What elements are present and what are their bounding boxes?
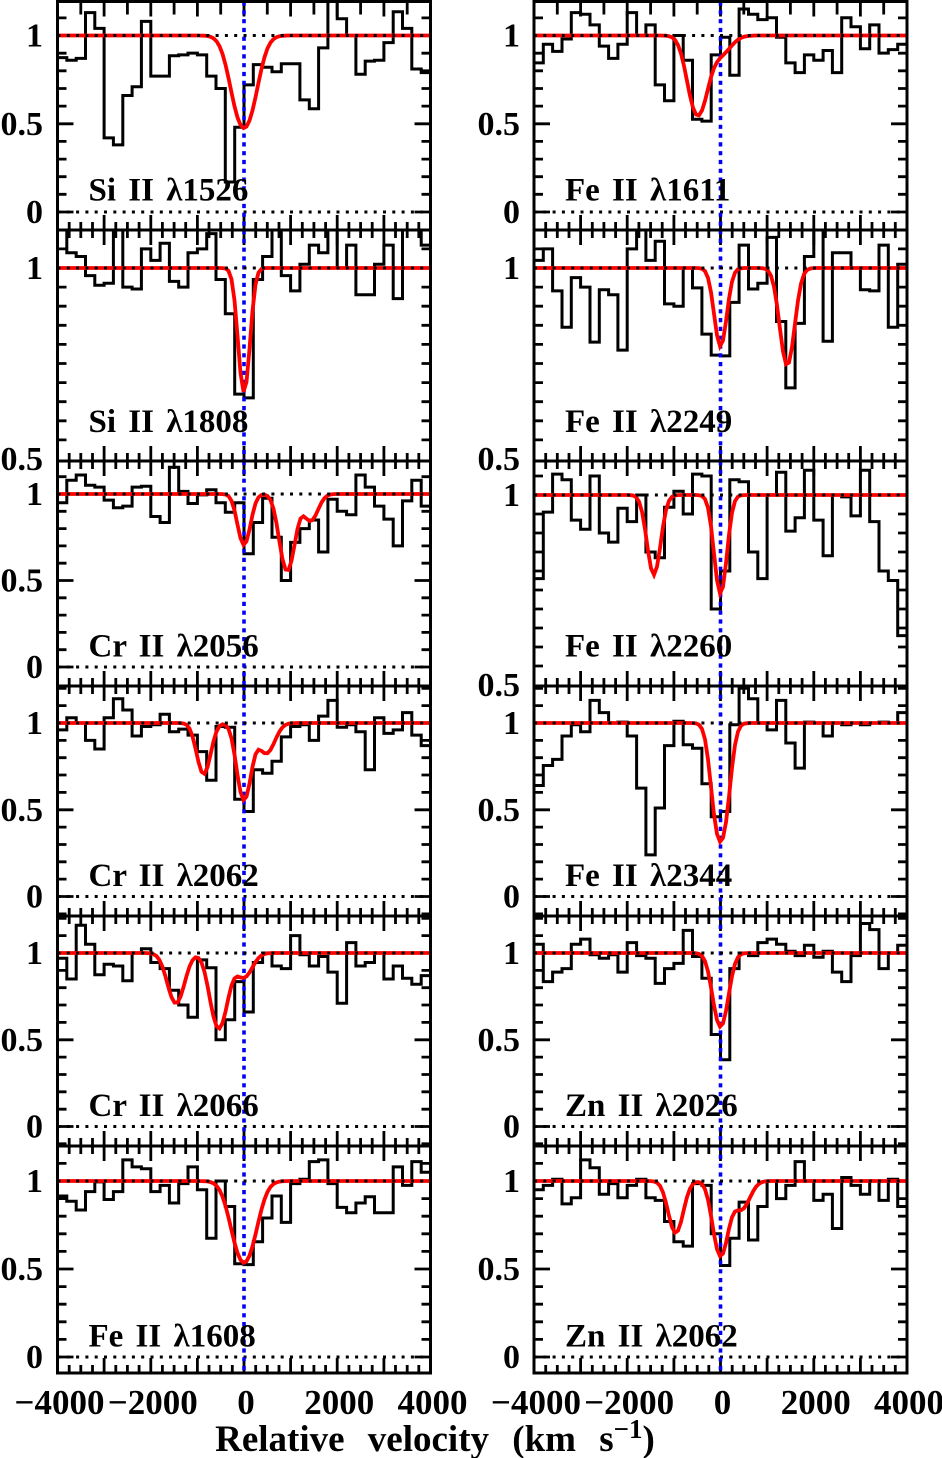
svg-text:0.5: 0.5	[478, 441, 521, 478]
svg-text:2000: 2000	[304, 1383, 374, 1422]
svg-text:0.5: 0.5	[1, 441, 44, 478]
svg-text:0: 0	[503, 1109, 520, 1146]
svg-text:Fe II λ2344: Fe II λ2344	[565, 858, 732, 894]
svg-text:−2000: −2000	[584, 1383, 674, 1422]
svg-text:4000: 4000	[398, 1383, 468, 1422]
svg-text:0.5: 0.5	[1, 106, 44, 143]
svg-text:Fe II λ1611: Fe II λ1611	[565, 173, 730, 209]
svg-text:0.5: 0.5	[478, 667, 521, 704]
svg-text:0.5: 0.5	[1, 1251, 44, 1288]
svg-text:Cr II λ2062: Cr II λ2062	[89, 858, 259, 894]
svg-text:0.5: 0.5	[478, 792, 521, 829]
svg-text:1: 1	[503, 935, 520, 972]
svg-text:1: 1	[503, 477, 520, 514]
svg-text:Si II λ1526: Si II λ1526	[89, 173, 249, 209]
svg-text:0.5: 0.5	[478, 1251, 521, 1288]
svg-text:0: 0	[503, 194, 520, 231]
svg-text:Fe II λ2249: Fe II λ2249	[565, 404, 732, 440]
svg-text:0.5: 0.5	[478, 1022, 521, 1059]
svg-text:1: 1	[26, 476, 43, 513]
svg-text:0: 0	[26, 879, 43, 916]
svg-text:1: 1	[503, 250, 520, 287]
svg-text:−4000: −4000	[491, 1383, 581, 1422]
svg-text:0: 0	[714, 1383, 732, 1422]
svg-text:−2000: −2000	[108, 1383, 198, 1422]
svg-text:1: 1	[503, 705, 520, 742]
svg-text:Si II λ1808: Si II λ1808	[89, 404, 249, 440]
svg-text:0.5: 0.5	[1, 1022, 44, 1059]
svg-text:0: 0	[503, 1339, 520, 1376]
svg-text:Zn II λ2026: Zn II λ2026	[565, 1088, 738, 1124]
svg-text:4000: 4000	[874, 1383, 942, 1422]
svg-text:Fe II λ2260: Fe II λ2260	[565, 629, 732, 665]
svg-text:1: 1	[26, 705, 43, 742]
svg-text:Fe II λ1608: Fe II λ1608	[89, 1319, 256, 1355]
svg-text:0: 0	[26, 649, 43, 686]
svg-text:1: 1	[503, 18, 520, 55]
svg-text:−4000: −4000	[15, 1383, 105, 1422]
svg-text:Cr II λ2056: Cr II λ2056	[89, 629, 259, 665]
svg-text:Zn II λ2062: Zn II λ2062	[565, 1319, 738, 1355]
svg-text:0: 0	[26, 1109, 43, 1146]
svg-text:0.5: 0.5	[1, 563, 44, 600]
svg-text:1: 1	[26, 935, 43, 972]
svg-text:2000: 2000	[781, 1383, 851, 1422]
svg-text:0.5: 0.5	[478, 106, 521, 143]
svg-text:1: 1	[26, 18, 43, 55]
svg-text:1: 1	[503, 1163, 520, 1200]
svg-text:Cr II λ2066: Cr II λ2066	[89, 1088, 259, 1124]
svg-text:0: 0	[503, 879, 520, 916]
svg-text:1: 1	[26, 250, 43, 287]
svg-text:0: 0	[26, 1339, 43, 1376]
svg-text:0.5: 0.5	[1, 792, 44, 829]
svg-text:0: 0	[26, 194, 43, 231]
svg-text:1: 1	[26, 1163, 43, 1200]
svg-text:Relative velocity (km s−1): Relative velocity (km s−1)	[215, 1414, 655, 1458]
svg-text:0: 0	[237, 1383, 255, 1422]
